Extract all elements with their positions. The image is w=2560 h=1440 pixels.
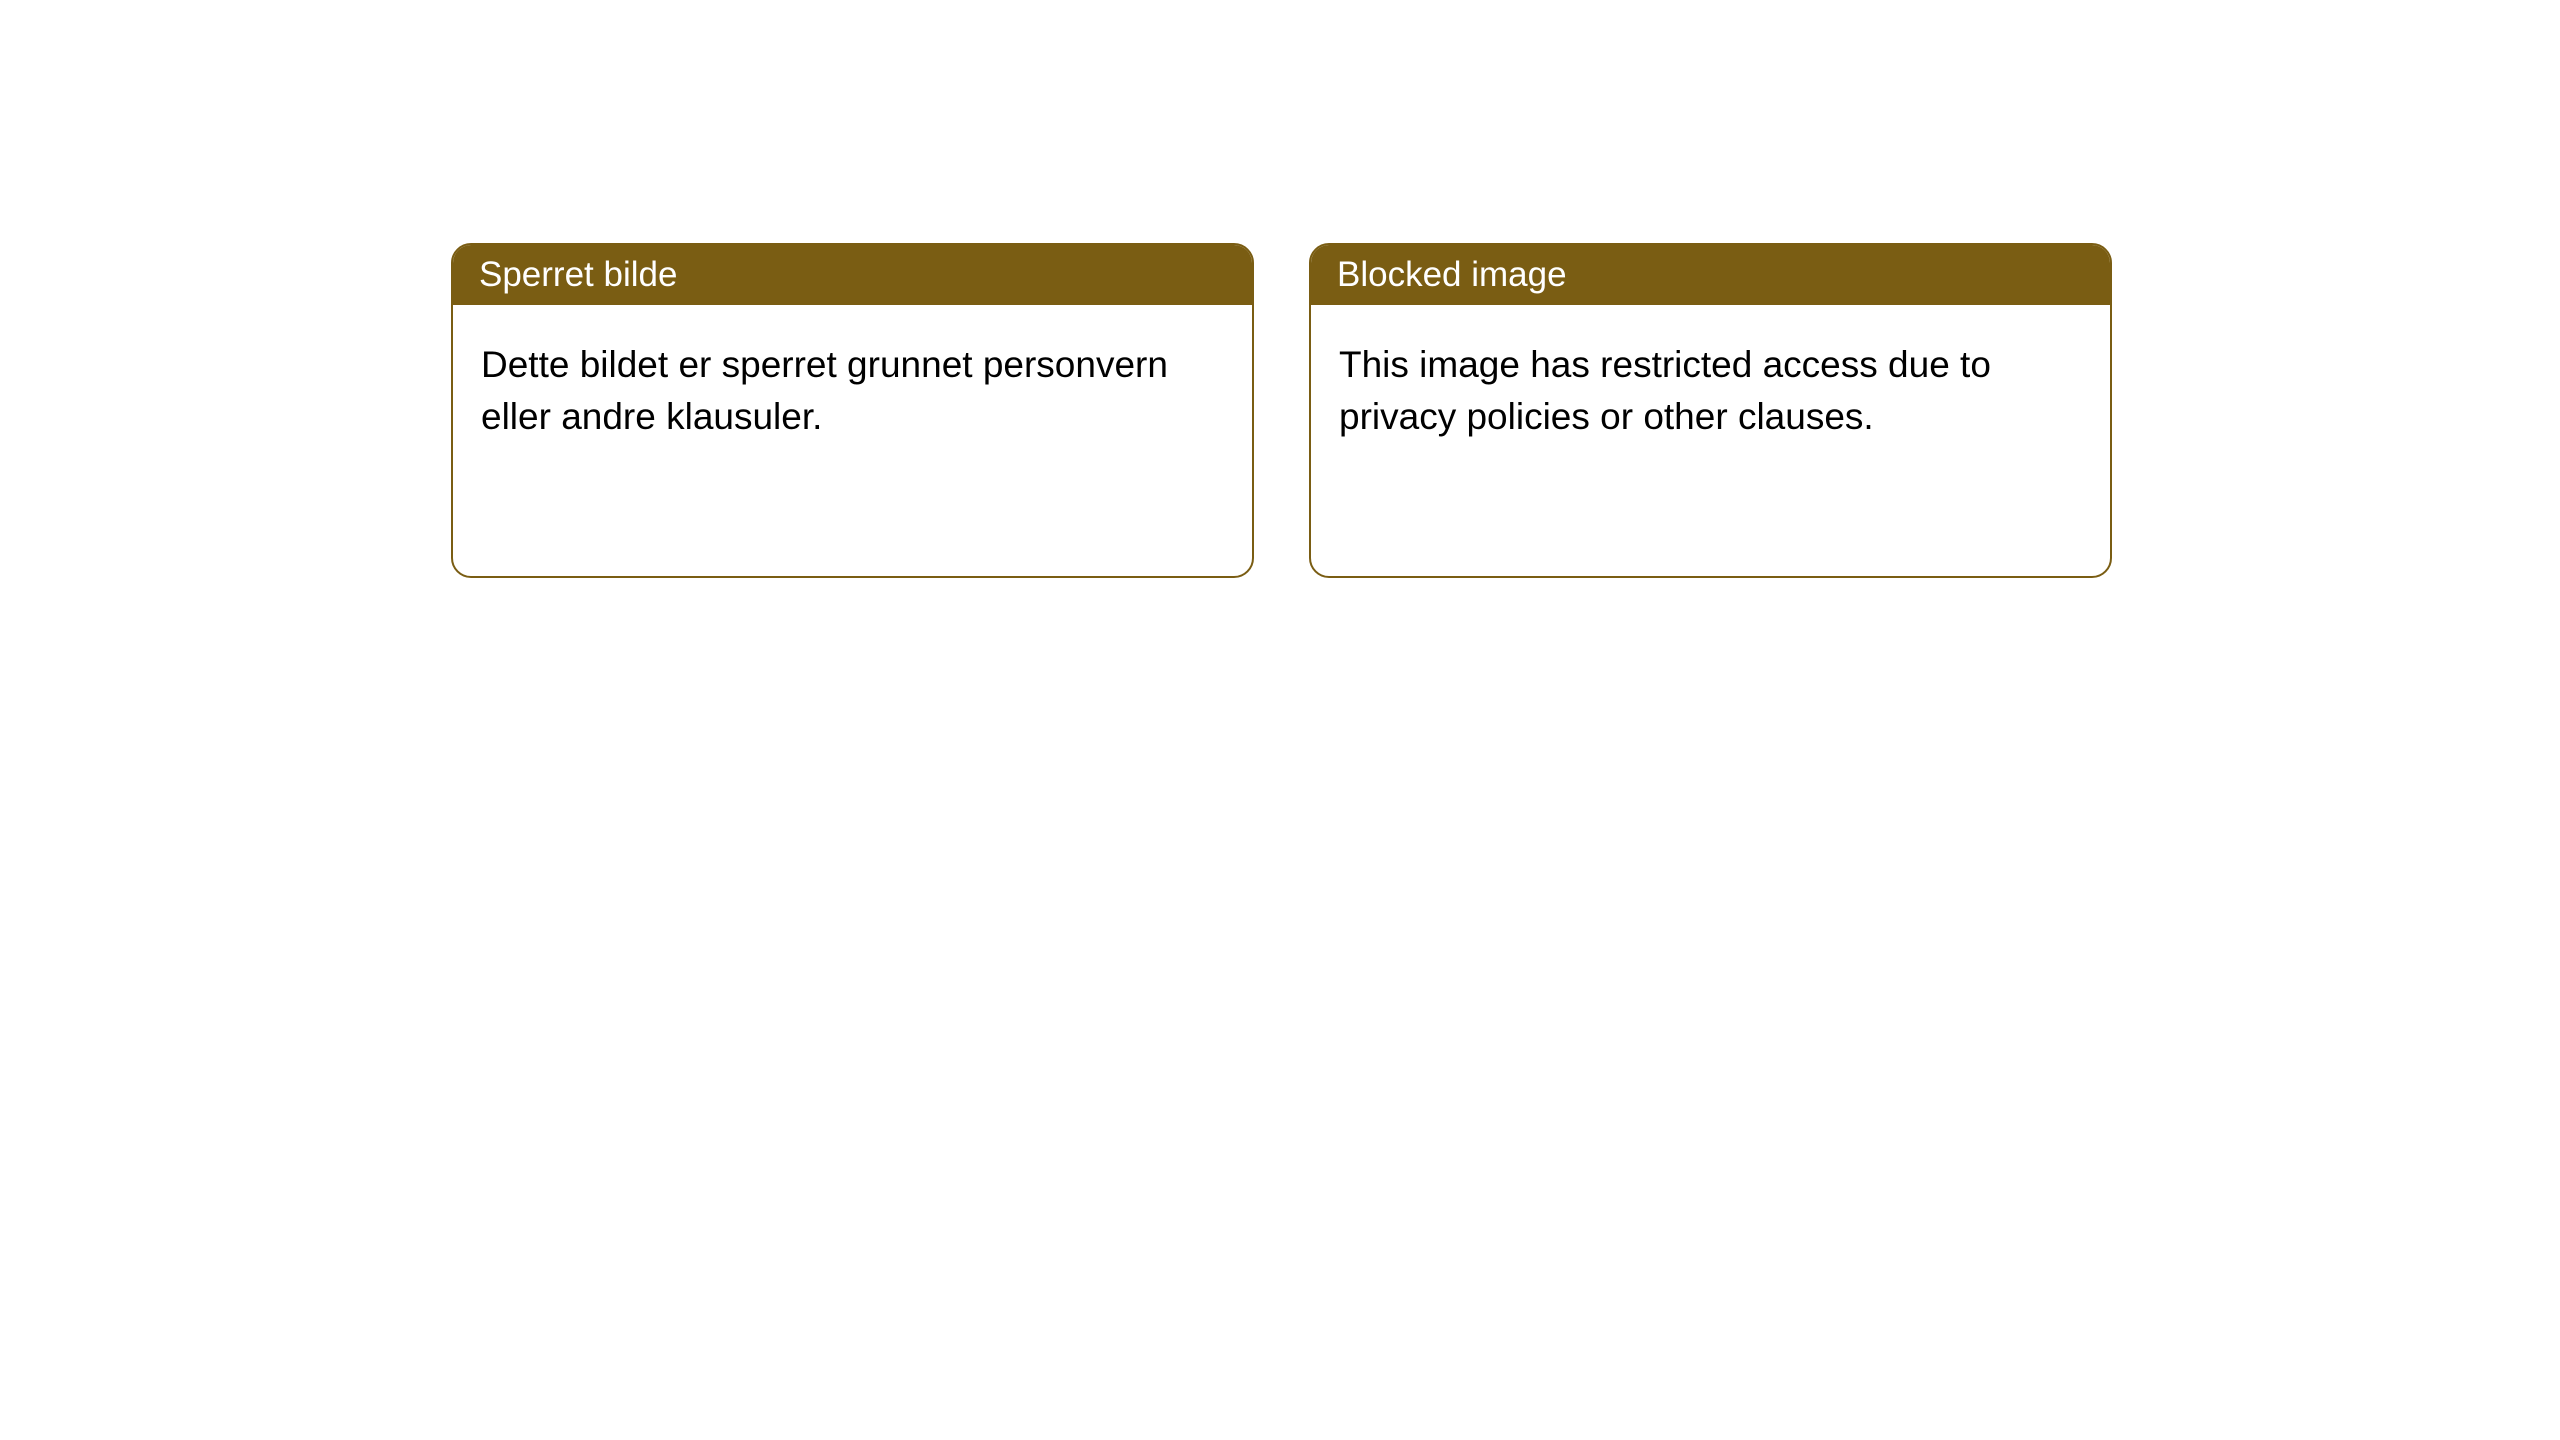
notice-card-body-text: This image has restricted access due to …: [1339, 344, 1991, 437]
notice-card-header: Sperret bilde: [453, 245, 1252, 305]
notice-card-title: Blocked image: [1337, 255, 1567, 295]
notice-card-body-text: Dette bildet er sperret grunnet personve…: [481, 344, 1168, 437]
notice-container: Sperret bilde Dette bildet er sperret gr…: [451, 243, 2112, 578]
notice-card-body: This image has restricted access due to …: [1311, 305, 2110, 477]
notice-card-title: Sperret bilde: [479, 255, 677, 295]
notice-card-norwegian: Sperret bilde Dette bildet er sperret gr…: [451, 243, 1254, 578]
notice-card-header: Blocked image: [1311, 245, 2110, 305]
notice-card-english: Blocked image This image has restricted …: [1309, 243, 2112, 578]
notice-card-body: Dette bildet er sperret grunnet personve…: [453, 305, 1252, 477]
